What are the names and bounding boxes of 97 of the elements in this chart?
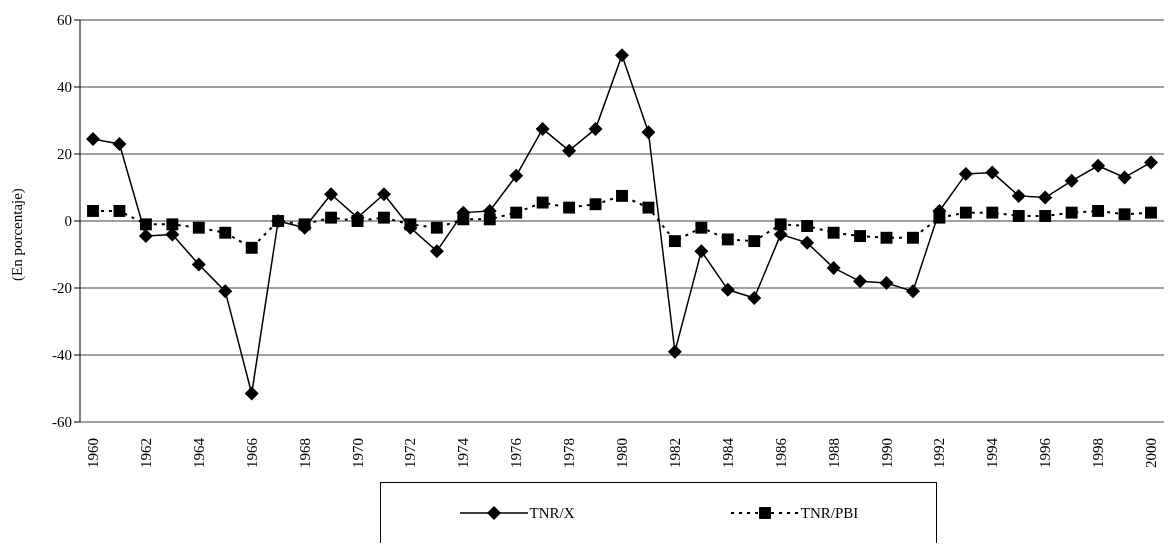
point — [907, 231, 919, 244]
point — [642, 201, 655, 214]
x-tick-label: 1994 — [984, 437, 1001, 468]
point — [774, 218, 787, 231]
point — [747, 291, 762, 306]
point — [430, 221, 443, 234]
x-tick-label: 1978 — [561, 438, 578, 468]
x-tick-label: 1970 — [349, 438, 366, 468]
point — [589, 198, 602, 211]
y-tick-label: -20 — [52, 280, 72, 297]
point — [113, 205, 126, 217]
point — [800, 235, 815, 250]
point — [244, 386, 259, 401]
point — [509, 168, 524, 183]
x-tick-label: 2000 — [1143, 438, 1159, 468]
point — [1065, 206, 1078, 219]
point — [853, 274, 868, 289]
point — [1117, 170, 1132, 185]
x-tick-label: 1964 — [190, 437, 207, 468]
x-tick-label: 1980 — [614, 438, 630, 468]
point — [905, 284, 920, 299]
y-tick-label: 60 — [57, 12, 72, 29]
x-tick-label: 1986 — [772, 437, 789, 468]
point — [535, 121, 550, 136]
x-tick-label: 1996 — [1037, 437, 1054, 468]
point — [510, 206, 523, 219]
x-tick-label: 1962 — [137, 438, 154, 468]
point — [1092, 205, 1105, 217]
point — [1118, 208, 1131, 221]
point — [880, 231, 893, 244]
point — [668, 235, 681, 248]
point — [429, 244, 444, 259]
point — [86, 131, 100, 146]
point — [801, 220, 814, 232]
point — [1091, 158, 1106, 173]
point — [854, 230, 866, 243]
point — [166, 218, 179, 231]
point — [694, 244, 709, 259]
point — [667, 344, 682, 359]
y-tick-label: 20 — [57, 146, 72, 163]
point — [958, 167, 973, 182]
point — [1012, 210, 1025, 222]
point — [139, 218, 152, 231]
point — [562, 143, 577, 158]
point — [563, 201, 576, 214]
point — [324, 187, 339, 202]
legend-label: TNR/PBI — [800, 504, 859, 522]
y-tick-label: -60 — [52, 414, 72, 431]
point — [695, 221, 708, 234]
x-tick-label: 1988 — [825, 438, 842, 468]
point — [1145, 206, 1157, 219]
y-tick-label: 40 — [57, 79, 72, 96]
point — [986, 206, 999, 219]
x-tick-label: 1982 — [666, 438, 683, 468]
point — [1039, 210, 1052, 222]
point — [959, 206, 972, 219]
point — [1144, 155, 1158, 170]
point — [827, 226, 840, 239]
point — [325, 211, 337, 224]
x-tick-label: 1992 — [931, 438, 948, 468]
point — [245, 241, 258, 254]
point — [721, 233, 734, 246]
x-tick-label: 1972 — [402, 438, 419, 468]
point — [138, 229, 153, 244]
point — [641, 125, 656, 140]
point — [748, 235, 761, 248]
point — [720, 282, 735, 297]
point — [1011, 188, 1026, 203]
point — [218, 284, 233, 299]
point — [879, 275, 894, 290]
point — [826, 260, 841, 275]
x-tick-label: 1966 — [243, 437, 260, 468]
point — [536, 196, 549, 209]
x-tick-label: 1974 — [455, 437, 472, 468]
legend-label: TNR/X — [529, 504, 575, 522]
x-tick-label: 1968 — [296, 438, 313, 468]
y-tick-label: -40 — [52, 347, 72, 364]
point — [616, 189, 628, 202]
point — [376, 187, 391, 202]
x-tick-label: 1998 — [1090, 438, 1107, 468]
point — [378, 211, 390, 224]
point — [112, 136, 127, 151]
point — [191, 257, 206, 272]
point — [1038, 190, 1053, 205]
x-tick-label: 1976 — [508, 437, 525, 468]
point — [87, 205, 99, 217]
x-tick-label: 1984 — [719, 437, 736, 468]
point — [219, 226, 232, 239]
x-tick-label: 1990 — [878, 438, 895, 468]
point — [192, 221, 205, 234]
point — [1064, 173, 1079, 188]
y-tick-label: 0 — [64, 213, 72, 230]
point — [588, 121, 603, 136]
point — [985, 165, 1000, 180]
point — [615, 48, 629, 63]
y-axis-title: (En porcentaje) — [9, 188, 27, 281]
x-tick-label: 1960 — [85, 438, 101, 468]
